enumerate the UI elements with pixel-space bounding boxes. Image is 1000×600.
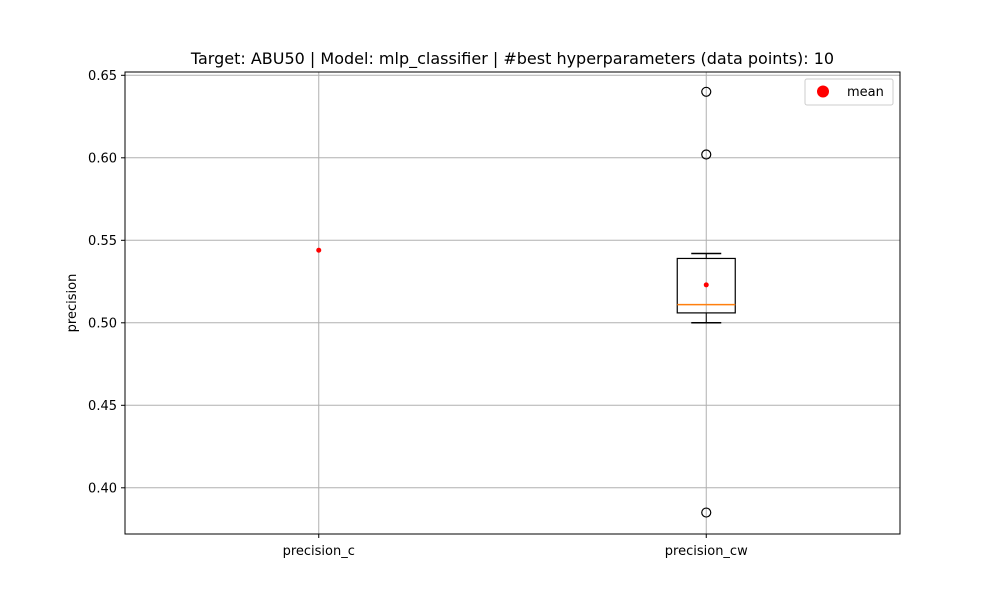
iqr-box xyxy=(676,257,736,314)
grid-lines xyxy=(125,72,900,534)
legend-mean-marker xyxy=(817,85,829,98)
legend: mean xyxy=(804,78,894,106)
y-tick-label: 0.60 xyxy=(88,151,117,166)
plot-frame xyxy=(124,71,901,535)
legend-mean-label: mean xyxy=(847,85,884,100)
x-tick-label: precision_c xyxy=(283,544,355,559)
outlier-point xyxy=(701,86,712,97)
x-tick-label: precision_cw xyxy=(665,544,748,559)
y-axis-label: precision xyxy=(65,274,80,333)
mean-point xyxy=(316,247,322,253)
y-tick-label: 0.50 xyxy=(88,316,117,331)
plot-elements xyxy=(316,86,736,518)
legend-frame xyxy=(804,78,894,106)
outlier-point xyxy=(701,507,712,518)
y-tick-label: 0.45 xyxy=(88,399,117,414)
y-tick-label: 0.55 xyxy=(88,234,117,249)
y-tick-label: 0.40 xyxy=(88,481,117,496)
x-axis: precision_c precision_cw xyxy=(283,534,748,559)
chart-title: Target: ABU50 | Model: mlp_classifier | … xyxy=(190,49,834,69)
y-tick-label: 0.65 xyxy=(88,69,117,84)
outlier-point xyxy=(701,149,712,160)
y-axis: 0.40 0.45 0.50 0.55 0.60 0.65 xyxy=(88,69,125,496)
mean-point xyxy=(703,282,709,288)
